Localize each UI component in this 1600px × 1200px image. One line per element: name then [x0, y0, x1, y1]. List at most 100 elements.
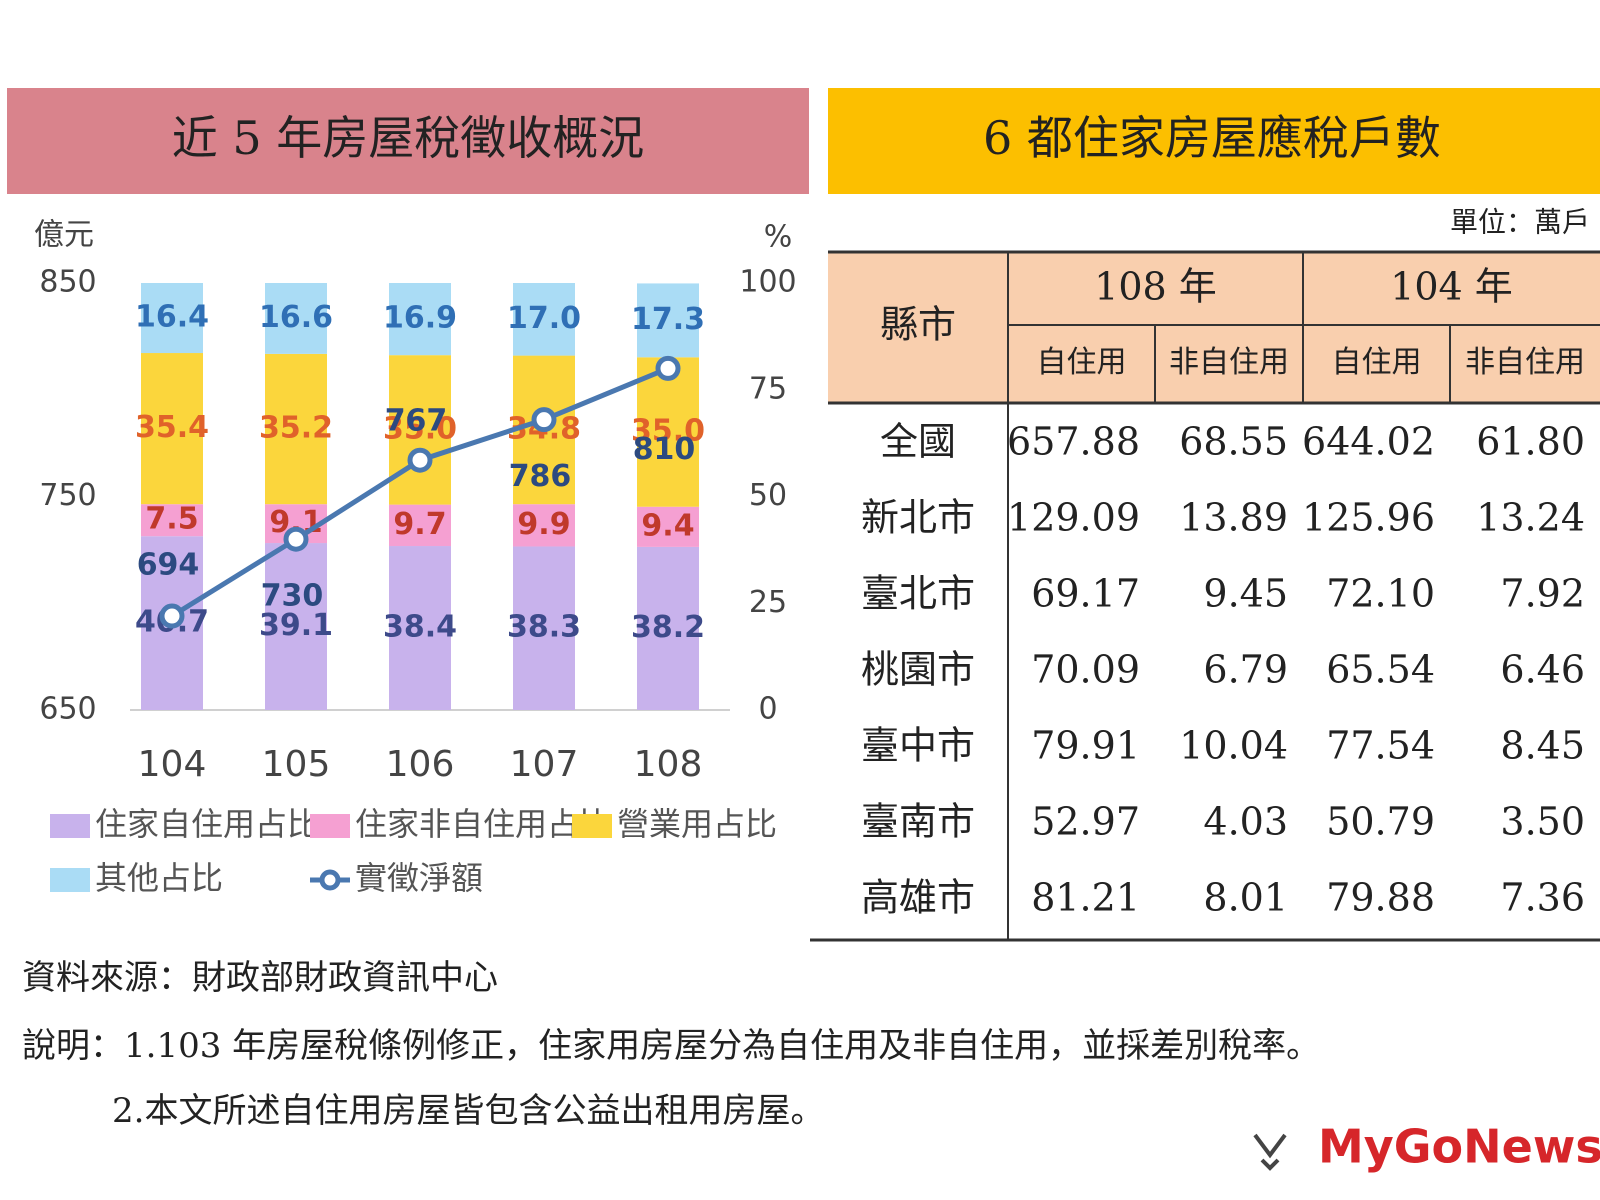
row-label: 臺南市 [861, 800, 975, 844]
row-label: 臺中市 [861, 724, 975, 768]
row-label: 臺北市 [861, 572, 975, 616]
legend-swatch [310, 814, 350, 838]
legend-label: 住家非自住用占比 [355, 805, 611, 843]
bar-segment [265, 283, 327, 354]
x-tick-label: 105 [262, 744, 331, 785]
data-label: 16.6 [259, 300, 333, 335]
cell: 6.79 [1203, 648, 1288, 692]
header-cell: 104 年 [1390, 265, 1513, 309]
cell: 9.45 [1203, 572, 1288, 616]
line-point [407, 447, 433, 473]
cell: 81.21 [1031, 876, 1140, 920]
bar-segment [637, 506, 699, 547]
data-label: 810 [633, 432, 696, 467]
bar-segment [513, 504, 575, 547]
bar-segment [141, 504, 203, 537]
legend-label: 實徵淨額 [355, 859, 483, 897]
row-label: 全國 [880, 420, 956, 464]
cell: 79.88 [1326, 876, 1435, 920]
table-unit: 單位：萬戶 [1450, 206, 1590, 239]
header-cell: 108 年 [1094, 265, 1217, 309]
cell: 70.09 [1031, 648, 1140, 692]
y2-tick-label: 0 [758, 692, 777, 727]
x-tick-label: 106 [386, 744, 455, 785]
bar-segment [637, 546, 699, 710]
bar-segment [513, 546, 575, 710]
legend-swatch [319, 869, 341, 891]
legend-swatch [50, 868, 90, 892]
cell: 6.46 [1500, 648, 1585, 692]
data-label: 35.2 [259, 411, 333, 446]
cell: 65.54 [1326, 648, 1435, 692]
y2-tick-label: 75 [749, 371, 787, 406]
data-label: 16.9 [383, 301, 457, 336]
explanation: 2.本文所述自住用房屋皆包含公益出租用房屋。 [112, 1091, 824, 1131]
bar-segment [389, 355, 451, 505]
legend-label: 其他占比 [95, 859, 223, 897]
header-cell: 縣市 [880, 303, 956, 347]
y-tick-label: 850 [39, 265, 96, 300]
bar-segment [389, 504, 451, 547]
data-label: 35.4 [135, 410, 209, 445]
bar-segment [389, 546, 451, 710]
bar-segment [265, 543, 327, 710]
logo: MyGoNews [1318, 1120, 1600, 1174]
data-label: 7.5 [145, 502, 198, 537]
data-label: 9.7 [393, 507, 446, 542]
header-cell: 非自住用 [1465, 345, 1585, 380]
cell: 61.80 [1476, 420, 1585, 464]
y2-tick-label: 50 [749, 478, 787, 513]
cell: 125.96 [1302, 496, 1435, 540]
cell: 72.10 [1326, 572, 1435, 616]
bar-segment [141, 353, 203, 505]
cell: 657.88 [1007, 420, 1140, 464]
y2-axis-title: % [764, 220, 793, 255]
data-label: 694 [137, 548, 200, 583]
row-label: 新北市 [861, 496, 975, 540]
cell: 3.50 [1500, 800, 1585, 844]
cell: 69.17 [1031, 572, 1140, 616]
data-label: 35.0 [631, 414, 705, 449]
cell: 68.55 [1179, 420, 1288, 464]
bar-segment [637, 357, 699, 507]
y-axis-title: 億元 [34, 218, 94, 253]
header-cell: 自住用 [1037, 345, 1127, 380]
line-point [283, 526, 309, 552]
legend-swatch [572, 814, 612, 838]
cell: 52.97 [1031, 800, 1140, 844]
line-point [159, 603, 185, 629]
cell: 13.24 [1476, 496, 1585, 540]
y-tick-label: 750 [39, 478, 96, 513]
cell: 77.54 [1326, 724, 1435, 768]
cell: 8.01 [1203, 876, 1288, 920]
table-header [828, 88, 1600, 194]
bar-segment [141, 283, 203, 354]
data-label: 9.9 [517, 507, 570, 542]
cell: 10.04 [1179, 724, 1288, 768]
explanation: 說明：1.103 年房屋稅條例修正，住家用房屋分為自住用及非自住用，並採差別稅率… [22, 1026, 1320, 1066]
source-note: 資料來源：財政部財政資訊中心 [22, 958, 498, 998]
cell: 50.79 [1326, 800, 1435, 844]
cell: 129.09 [1007, 496, 1140, 540]
bar-segment [513, 283, 575, 356]
x-tick-label: 104 [138, 744, 207, 785]
data-label: 35.0 [383, 411, 457, 446]
data-label: 39.1 [259, 608, 333, 643]
data-label: 786 [509, 459, 572, 494]
chart-header [7, 88, 809, 194]
cell: 8.45 [1500, 724, 1585, 768]
table-head-bg [828, 252, 1600, 403]
bar-segment [637, 283, 699, 358]
legend-label: 營業用占比 [617, 805, 777, 843]
logo-icon [1253, 1133, 1287, 1171]
y2-tick-label: 25 [749, 585, 787, 620]
data-label: 767 [385, 404, 448, 439]
cell: 644.02 [1302, 420, 1435, 464]
cell: 79.91 [1031, 724, 1140, 768]
legend-label: 住家自住用占比 [95, 805, 319, 843]
x-tick-label: 107 [510, 744, 579, 785]
y2-tick-label: 100 [739, 265, 796, 300]
data-label: 17.3 [631, 302, 705, 337]
